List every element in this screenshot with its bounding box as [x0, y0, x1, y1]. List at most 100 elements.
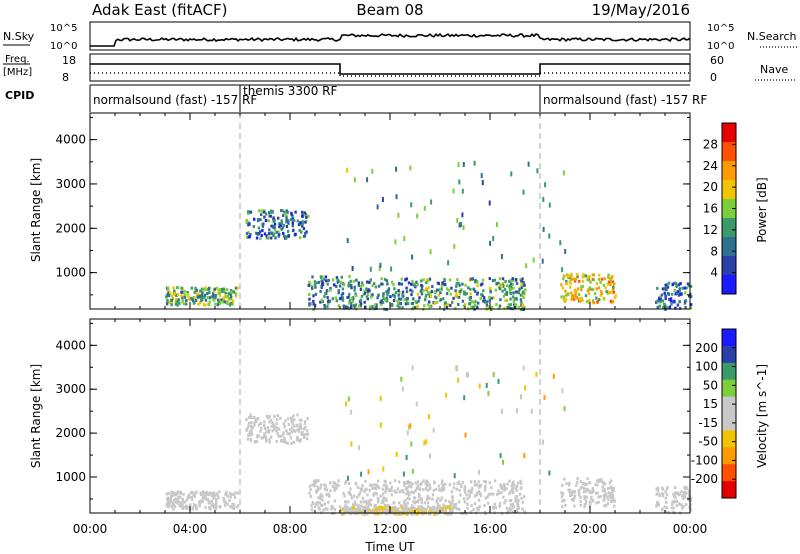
echo-cell: [500, 284, 503, 288]
echo-cell: [454, 506, 457, 510]
echo-cell: [375, 485, 378, 489]
freq-label-line2: [MHz]: [3, 67, 32, 78]
echo-cell: [579, 486, 582, 490]
echo-cell: [254, 417, 257, 421]
echo-cell: [207, 501, 210, 505]
echo-cell: [422, 510, 425, 514]
echo-cell: [416, 510, 420, 514]
echo-cell: [455, 284, 458, 288]
echo-cell: [177, 298, 180, 302]
echo-cell: [579, 503, 582, 507]
echo-cell: [381, 301, 385, 304]
echo-cell: [335, 487, 338, 491]
echo-cell: [671, 502, 674, 506]
echo-cell: [178, 504, 181, 507]
echo-cell: [521, 277, 524, 281]
echo-cell: [235, 505, 238, 509]
echo-cell: [563, 477, 566, 481]
echo-cell: [196, 295, 199, 299]
echo-cell: [584, 274, 587, 278]
echo-cell: [450, 286, 453, 290]
echo-cell: [375, 492, 378, 496]
echo-cell: [380, 282, 383, 286]
echo-cell: [426, 290, 430, 294]
echo-cell: [390, 489, 393, 492]
echo-cell: [437, 282, 440, 286]
sparse-echo: [346, 238, 349, 244]
echo-cell: [304, 220, 307, 224]
echo-cell: [282, 231, 285, 235]
echo-cell: [329, 489, 332, 493]
echo-cell: [281, 209, 284, 213]
echo-cell: [492, 296, 495, 300]
echo-cell: [308, 297, 311, 301]
echo-cell: [364, 499, 367, 503]
sparse-echo: [523, 453, 526, 459]
echo-cell: [479, 283, 483, 287]
echo-cell: [326, 282, 329, 286]
sparse-echo: [522, 189, 525, 195]
echo-cell: [347, 482, 351, 485]
echo-cell: [407, 281, 411, 285]
echo-cell: [515, 290, 518, 294]
echo-cell: [490, 305, 494, 309]
sparse-echo: [478, 469, 481, 475]
echo-cell: [273, 414, 276, 418]
echo-cell: [446, 303, 450, 306]
echo-cell: [419, 506, 423, 510]
echo-cell: [259, 230, 262, 234]
echo-cell: [306, 437, 309, 441]
echo-cell: [336, 280, 339, 284]
echo-cell: [474, 300, 477, 304]
echo-cell: [169, 499, 173, 503]
echo-cell: [250, 421, 253, 424]
echo-cell: [363, 289, 366, 293]
echo-cell: [508, 510, 511, 513]
echo-cell: [405, 492, 408, 496]
echo-cell: [297, 429, 301, 433]
echo-cell: [214, 302, 217, 306]
echo-cell: [437, 288, 440, 292]
echo-cell: [600, 479, 603, 483]
echo-cell: [606, 282, 610, 286]
sparse-echo: [459, 222, 462, 227]
echo-cell: [169, 498, 172, 501]
echo-cell: [609, 479, 613, 483]
echo-cell: [666, 306, 669, 310]
echo-cell: [485, 303, 489, 307]
echo-cell: [680, 490, 683, 494]
nave-trace: [90, 72, 690, 77]
echo-cell: [353, 285, 356, 289]
echo-cell: [357, 486, 360, 489]
echo-cell: [195, 505, 198, 509]
echo-cell: [494, 288, 497, 292]
echo-cell: [383, 297, 387, 301]
echo-cell: [351, 297, 355, 301]
echo-cell: [321, 494, 324, 498]
echo-cell: [473, 483, 477, 487]
echo-cell: [299, 438, 302, 442]
echo-cell: [425, 278, 429, 282]
sparse-echo: [395, 166, 398, 172]
echo-cell: [372, 510, 375, 514]
echo-cell: [313, 505, 317, 509]
echo-cell: [562, 277, 565, 281]
echo-cell: [204, 495, 207, 498]
sparse-echo: [543, 394, 546, 400]
echo-cell: [483, 298, 486, 302]
echo-cell: [587, 292, 591, 295]
echo-cell: [383, 508, 387, 512]
echo-cell: [380, 501, 384, 504]
echo-cell: [575, 273, 579, 276]
echo-cell: [442, 297, 445, 301]
echo-cell: [186, 293, 189, 297]
echo-cell: [411, 509, 414, 513]
echo-cell: [218, 291, 222, 295]
echo-cell: [428, 305, 431, 309]
echo-cell: [607, 280, 611, 284]
echo-cell: [470, 300, 474, 304]
echo-cell: [215, 492, 219, 496]
echo-cell: [359, 304, 362, 308]
echo-cell: [268, 214, 271, 218]
